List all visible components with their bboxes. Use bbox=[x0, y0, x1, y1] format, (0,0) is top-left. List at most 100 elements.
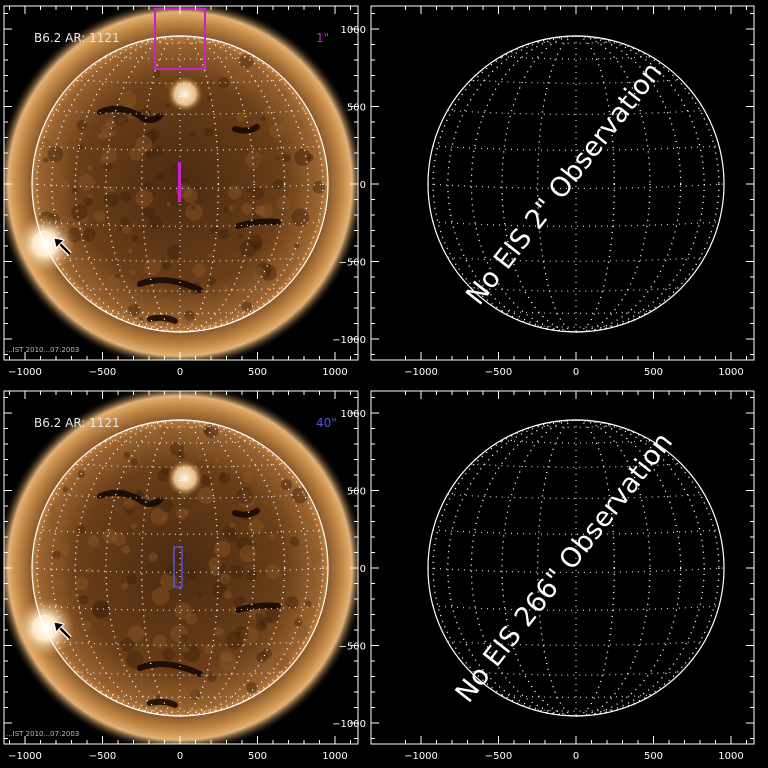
texture-blob bbox=[155, 694, 162, 700]
texture-blob bbox=[97, 133, 103, 139]
longitude-line bbox=[36, 419, 324, 717]
texture-blob bbox=[275, 156, 280, 161]
texture-blob bbox=[106, 69, 114, 77]
longitude-line bbox=[537, 419, 615, 717]
longitude-line bbox=[141, 35, 219, 333]
latitude-line bbox=[501, 56, 651, 60]
texture-blob bbox=[242, 471, 254, 483]
texture-blob bbox=[230, 564, 245, 579]
texture-blob bbox=[222, 284, 230, 292]
texture-blob bbox=[294, 242, 300, 249]
texture-blob bbox=[82, 227, 96, 242]
longitude-line bbox=[36, 35, 324, 333]
texture-blob bbox=[139, 316, 144, 322]
longitude-line bbox=[470, 35, 682, 333]
texture-blob bbox=[212, 582, 227, 597]
latitude-line bbox=[447, 109, 705, 115]
x-tick-label: 0 bbox=[177, 751, 183, 762]
texture-blob bbox=[266, 622, 274, 630]
filament bbox=[97, 489, 163, 507]
texture-blob bbox=[248, 518, 264, 534]
texture-blob bbox=[223, 207, 230, 214]
texture-blob bbox=[208, 557, 222, 571]
texture-blob bbox=[312, 180, 326, 194]
texture-blob bbox=[252, 240, 263, 251]
texture-blob bbox=[128, 625, 145, 642]
texture-blob bbox=[117, 117, 126, 126]
texture-blob bbox=[148, 552, 158, 562]
panel-tr: No EIS 2" Observation −1000 −500 0 500 1000 10… bbox=[332, 5, 755, 378]
texture-blob bbox=[72, 593, 78, 599]
latitude-line bbox=[537, 709, 615, 712]
texture-blob bbox=[192, 263, 206, 277]
filament bbox=[137, 661, 203, 677]
texture-blob bbox=[280, 479, 292, 491]
texture-blob bbox=[238, 233, 244, 240]
texture-blob bbox=[155, 172, 164, 181]
texture-blob bbox=[49, 505, 56, 513]
texture-blob bbox=[185, 203, 203, 221]
texture-blob bbox=[173, 550, 187, 563]
texture-blob bbox=[78, 594, 89, 605]
texture-blob bbox=[189, 689, 201, 700]
texture-blob bbox=[162, 648, 175, 661]
texture-blob bbox=[204, 127, 214, 137]
texture-blob bbox=[274, 654, 290, 671]
longitude-line bbox=[537, 35, 615, 333]
latitude-line bbox=[37, 145, 323, 151]
texture-blob bbox=[254, 205, 264, 215]
texture-blob bbox=[294, 618, 303, 627]
filament bbox=[97, 105, 163, 123]
texture-blob bbox=[122, 225, 131, 234]
texture-blob bbox=[207, 672, 217, 682]
panel-bl: B6.2 AR: 1121 40" ...IST 2010...07:2003 −10… bbox=[3, 390, 359, 762]
texture-blob bbox=[158, 425, 175, 442]
image-label: B6.2 AR: 1121 bbox=[34, 31, 120, 45]
texture-blob bbox=[153, 145, 165, 157]
texture-blob bbox=[130, 523, 137, 530]
slit-width-label: 40" bbox=[316, 416, 337, 430]
texture-blob bbox=[207, 276, 216, 286]
solar-image bbox=[4, 6, 358, 360]
texture-blob bbox=[94, 210, 106, 222]
texture-blob bbox=[107, 275, 120, 288]
longitude-line bbox=[74, 419, 286, 717]
texture-blob bbox=[239, 545, 257, 563]
slit-marker bbox=[178, 162, 181, 202]
texture-blob bbox=[255, 206, 267, 217]
y-tick-label: −1000 bbox=[332, 335, 366, 346]
filament bbox=[147, 314, 178, 324]
texture-blob bbox=[197, 454, 202, 459]
texture-blob bbox=[246, 570, 258, 581]
texture-blob bbox=[294, 148, 312, 166]
texture-blob bbox=[183, 188, 198, 204]
texture-blob bbox=[184, 317, 192, 325]
no-observation-message: No EIS 266" Observation bbox=[450, 427, 679, 708]
texture-blob bbox=[166, 244, 182, 260]
texture-blob bbox=[306, 153, 314, 162]
texture-blob bbox=[52, 555, 66, 570]
texture-blob bbox=[279, 90, 289, 100]
texture-blob bbox=[213, 540, 231, 558]
texture-blob bbox=[218, 652, 237, 671]
texture-blob bbox=[184, 310, 195, 322]
texture-blob bbox=[248, 607, 261, 620]
texture-blob bbox=[129, 147, 143, 161]
texture-blob bbox=[83, 197, 94, 207]
texture-blob bbox=[123, 451, 131, 459]
texture-blob bbox=[128, 303, 141, 317]
texture-blob bbox=[220, 650, 234, 664]
no-observation-message: No EIS 2" Observation bbox=[460, 57, 668, 311]
texture-blob bbox=[75, 576, 89, 591]
x-tick-label: 1000 bbox=[322, 367, 347, 378]
texture-blob bbox=[263, 459, 270, 466]
latitude-line bbox=[433, 529, 719, 535]
texture-blob bbox=[291, 487, 308, 504]
latitude-line bbox=[447, 493, 705, 499]
texture-blob bbox=[126, 573, 137, 585]
longitude-line bbox=[51, 419, 309, 717]
plot-frame bbox=[370, 5, 755, 361]
texture-blob bbox=[62, 486, 69, 493]
texture-blob bbox=[294, 624, 310, 640]
